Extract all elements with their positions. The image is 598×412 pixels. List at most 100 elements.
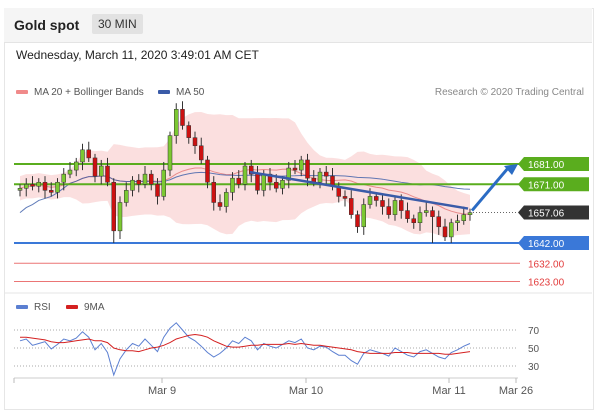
chart-frame: [4, 8, 594, 410]
candle-body: [55, 181, 60, 193]
candle-body: [149, 173, 154, 185]
candle-body: [192, 137, 198, 147]
interval-badge[interactable]: 30 MIN: [92, 14, 143, 34]
candle-body: [117, 202, 123, 232]
candle-body: [111, 181, 116, 232]
candle-body: [411, 218, 416, 223]
candle-body: [449, 222, 454, 238]
legend-rsi-ma: 9MA: [66, 302, 105, 313]
candle-body: [242, 165, 248, 185]
chart-header: Gold spot 30 MIN: [4, 8, 592, 43]
candle-body: [174, 109, 179, 136]
rsi-level-label: 50: [528, 344, 540, 355]
legend-rsi: RSI: [16, 302, 51, 313]
candle-body: [105, 165, 110, 183]
candle-body: [211, 181, 216, 203]
ma50-label: MA 50: [176, 87, 205, 98]
candle-body: [342, 196, 348, 199]
bollinger-swatch: [16, 90, 28, 95]
candle-body: [424, 210, 429, 213]
candle-body: [142, 173, 148, 185]
x-tick-label: Mar 10: [289, 385, 323, 397]
candle-body: [67, 169, 73, 175]
candle-body: [199, 145, 204, 161]
instrument-title: Gold spot: [14, 17, 80, 33]
candle-body: [286, 167, 291, 181]
forecast-arrow-line: [470, 167, 510, 212]
candle-body: [299, 159, 304, 171]
candle-body: [74, 161, 79, 171]
candle-body: [436, 216, 441, 228]
level-label: 1623.00: [528, 277, 565, 288]
candle-body: [305, 159, 310, 179]
candle-body: [236, 177, 241, 185]
candle-body: [374, 196, 379, 201]
candle-body: [217, 202, 223, 207]
level-label: 1681.00: [528, 160, 565, 171]
candle-body: [224, 192, 229, 207]
current-price-tag: [518, 205, 589, 220]
rsi-line: [19, 322, 471, 377]
candle-body: [17, 188, 23, 191]
legend-bollinger: MA 20 + Bollinger Bands: [16, 87, 144, 98]
x-tick-label: Mar 11: [432, 385, 465, 397]
rsi-ma-swatch: [66, 305, 78, 310]
candle-body: [442, 226, 448, 238]
candle-body: [367, 196, 373, 205]
rsi-ma-line: [20, 333, 471, 355]
candle-body: [261, 173, 266, 191]
credit-text: Research © 2020 Trading Central: [434, 87, 584, 98]
rsi-label: RSI: [34, 302, 51, 313]
candle-body: [42, 181, 48, 191]
bollinger-label: MA 20 + Bollinger Bands: [34, 87, 144, 98]
candle-body: [255, 173, 260, 191]
candle-body: [380, 200, 385, 207]
candle-body: [230, 177, 235, 193]
candle-body: [430, 210, 435, 217]
candle-body: [405, 210, 410, 219]
candle-body: [130, 179, 135, 191]
candle-body: [205, 159, 210, 183]
candle-body: [136, 179, 141, 185]
level-tag: [518, 236, 589, 250]
candle-body: [267, 173, 273, 183]
legend-ma50: MA 50: [158, 87, 204, 98]
candle-body: [392, 200, 398, 215]
candle-body: [399, 200, 404, 211]
candle-body: [24, 184, 29, 189]
candle-body: [280, 179, 285, 189]
candle-body: [274, 181, 279, 189]
candle-body: [99, 165, 104, 177]
x-tick-label: Mar 9: [148, 385, 176, 397]
trendline: [249, 170, 469, 210]
candle-body: [86, 149, 91, 159]
ma50-swatch: [158, 90, 170, 95]
candle-body: [324, 171, 329, 177]
candle-body: [361, 204, 366, 228]
rsi-swatch: [16, 305, 28, 310]
level-label: 1671.00: [528, 180, 565, 191]
candle-body: [161, 169, 166, 197]
candle-body: [36, 181, 41, 187]
candle-body: [155, 184, 160, 197]
candle-body: [249, 165, 254, 175]
candle-body: [167, 135, 173, 171]
candle-body: [80, 149, 85, 163]
candle-body: [49, 190, 54, 193]
candle-body: [317, 171, 323, 183]
x-tick-label: Mar 26: [499, 385, 533, 397]
candle-body: [61, 173, 66, 183]
candle-body: [455, 220, 460, 223]
level-label: 1632.00: [528, 259, 565, 270]
current-price-label: 1657.06: [528, 208, 565, 219]
level-tag: [518, 157, 589, 171]
candle-body: [30, 184, 35, 187]
candle-body: [386, 206, 391, 215]
candle-body: [355, 214, 360, 228]
level-tag: [518, 177, 589, 192]
rsi-level-label: 30: [528, 362, 540, 373]
candle-body: [292, 167, 298, 171]
candle-body: [417, 212, 423, 223]
candle-body: [180, 109, 185, 126]
